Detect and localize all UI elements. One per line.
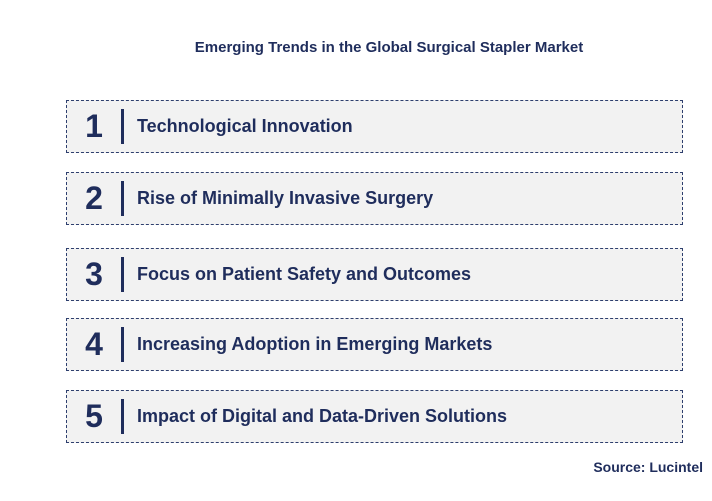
trend-label: Technological Innovation xyxy=(137,116,353,136)
divider xyxy=(121,327,124,362)
trend-number: 1 xyxy=(85,108,103,144)
source: Source: Lucintel xyxy=(593,459,703,475)
trend-item: 3 Focus on Patient Safety and Outcomes xyxy=(66,248,683,301)
divider xyxy=(121,257,124,292)
trend-item: 4 Increasing Adoption in Emerging Markets xyxy=(66,318,683,371)
divider xyxy=(121,109,124,144)
trend-number: 3 xyxy=(85,256,103,292)
trend-item: 5 Impact of Digital and Data-Driven Solut… xyxy=(66,390,683,443)
trend-label: Impact of Digital and Data-Driven Soluti… xyxy=(137,406,508,426)
trend-label: Increasing Adoption in Emerging Markets xyxy=(137,334,493,354)
divider xyxy=(121,181,124,216)
trend-number: 5 xyxy=(85,398,103,434)
title: Emerging Trends in the Global Surgical S… xyxy=(194,39,584,56)
divider xyxy=(121,399,124,434)
trend-item: 2 Rise of Minimally Invasive Surgery xyxy=(66,172,683,225)
trend-item: 1 Technological Innovation xyxy=(66,100,683,153)
trend-number: 2 xyxy=(85,180,103,216)
trend-number: 4 xyxy=(85,326,103,362)
trend-label: Rise of Minimally Invasive Surgery xyxy=(137,188,434,208)
trend-label: Focus on Patient Safety and Outcomes xyxy=(137,264,472,284)
